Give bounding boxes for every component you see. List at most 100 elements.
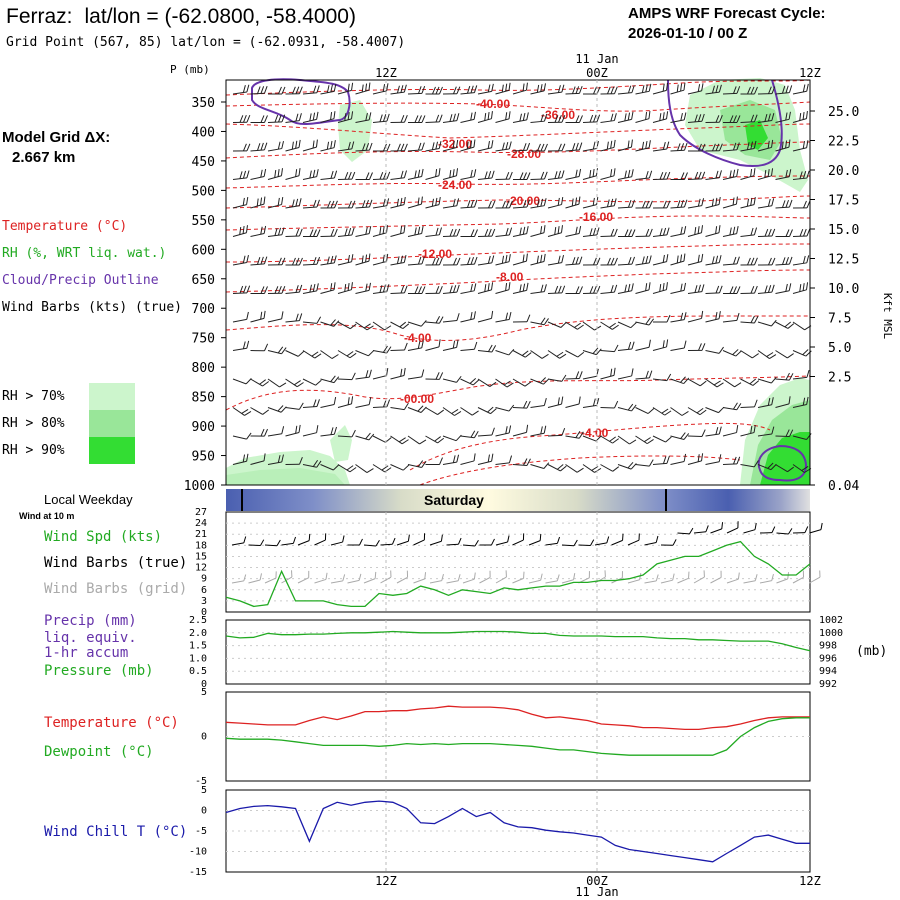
wind-barb — [477, 310, 494, 323]
height-tick-label: 22.5 — [828, 135, 859, 150]
pressure-tick-label: 700 — [192, 302, 215, 317]
wind-barb — [547, 428, 566, 437]
y-tick-label: -5 — [195, 776, 207, 787]
wind-barb — [442, 407, 462, 416]
wind-barb-grid — [330, 574, 346, 584]
wind-barb — [775, 372, 794, 381]
wind-barb — [495, 311, 512, 323]
height-tick-label: 5.0 — [828, 341, 851, 356]
wind-barb — [600, 198, 617, 209]
pressure-tick-label: 400 — [192, 125, 215, 140]
wind-barb — [600, 168, 616, 180]
wind-barb — [232, 254, 249, 266]
wind-barb-true — [660, 539, 677, 546]
isotherm-label: -36.00 — [541, 108, 575, 122]
pressure-right-unit: (mb) — [856, 644, 887, 659]
wind-barb — [337, 350, 357, 359]
wind-barb — [565, 371, 583, 380]
wind-barb — [652, 455, 670, 465]
wind-barb — [390, 435, 409, 445]
date-label-top: 11 Jan — [575, 52, 618, 66]
wind-barb — [337, 254, 354, 266]
wind-barb-true — [297, 533, 311, 546]
wind-barb — [547, 196, 564, 209]
wind-barb — [250, 407, 270, 415]
wind-barb-grid — [809, 570, 821, 584]
wind-barb — [740, 424, 756, 437]
y-tick-label: 27 — [195, 507, 207, 518]
wind-barb-grid — [347, 573, 362, 584]
wind-barb — [547, 464, 567, 472]
wind-barb — [250, 378, 270, 387]
wind-barb — [617, 169, 634, 180]
wind-barb — [792, 228, 811, 237]
height-tick-label: 10.0 — [828, 282, 859, 297]
wind-barb — [722, 402, 742, 411]
isotherm-m4-low — [409, 422, 771, 471]
wind-barb — [757, 198, 775, 209]
wind-barb — [652, 339, 669, 351]
panel-label: Wind Chill T (°C) — [44, 824, 187, 840]
wind-barb-grid — [429, 573, 444, 584]
wind-barb — [600, 321, 619, 330]
wind-barb — [285, 313, 303, 323]
wind-barb-grid — [479, 570, 491, 584]
wind-barb — [250, 168, 267, 180]
wind-barb — [390, 255, 407, 266]
wind-barb — [285, 402, 304, 410]
wind-barb-grid — [495, 570, 507, 584]
wind-barb — [687, 429, 706, 437]
pressure-tick-label: 1000 — [184, 479, 215, 494]
wind-barb — [617, 435, 637, 445]
wind-barb — [460, 283, 477, 294]
wind-barb — [687, 284, 705, 294]
wind-barb — [372, 171, 391, 180]
wind-barb — [477, 282, 494, 294]
wind-barb — [372, 143, 391, 152]
wind-barb-grid — [380, 570, 392, 584]
wind-barb — [232, 340, 250, 351]
panel-label: Wind Spd (kts) — [44, 529, 162, 545]
wind-barb — [442, 257, 461, 266]
wind-barb — [547, 84, 565, 95]
panel-label: Pressure (mb) — [44, 663, 154, 679]
wind-barb — [565, 286, 583, 294]
wind-barb — [547, 321, 567, 328]
wind-barb — [320, 426, 337, 437]
wind-barb — [320, 170, 338, 180]
legend-label: Temperature (°C) — [2, 219, 127, 234]
wind-barb — [425, 114, 443, 123]
y-tick-label: 12 — [195, 563, 207, 574]
wind-height-note: Wind at 10 m — [19, 511, 74, 521]
isotherm-label: -32.00 — [438, 137, 472, 151]
wind-barb — [460, 256, 478, 266]
wind-barb — [285, 139, 301, 152]
wind-barb — [495, 425, 512, 437]
temperature-line — [225, 705, 810, 731]
time-label: 12Z — [375, 66, 397, 80]
wind-barb-true — [248, 539, 265, 547]
isotherm-m28 — [225, 141, 811, 159]
wind-barb-true — [429, 534, 443, 546]
rh-area-low-right-3 — [760, 432, 810, 485]
wind-barb — [565, 256, 583, 266]
wind-barb — [407, 460, 427, 468]
wind-barb — [547, 225, 563, 237]
y-tick-label: 24 — [195, 518, 207, 529]
wind-barb — [442, 113, 460, 123]
wind-barb — [652, 254, 669, 266]
wind-barb — [477, 427, 495, 437]
y-tick-label: 0.5 — [189, 666, 207, 677]
wind-barb — [705, 196, 721, 209]
wind-chill-panel: 5 0 -5 -10 -15 — [189, 785, 811, 878]
wind-barb — [355, 464, 374, 473]
wind-barb — [792, 255, 810, 266]
wind-barb — [390, 402, 409, 411]
wind-barb — [425, 339, 441, 351]
wind-barb-true — [776, 528, 793, 535]
wind-barb — [635, 459, 654, 467]
wind-barb — [407, 115, 426, 123]
y-tick-label: 1.0 — [189, 653, 207, 664]
pressure-tick-label: 500 — [192, 184, 215, 199]
wind-barb-grid — [611, 571, 623, 584]
